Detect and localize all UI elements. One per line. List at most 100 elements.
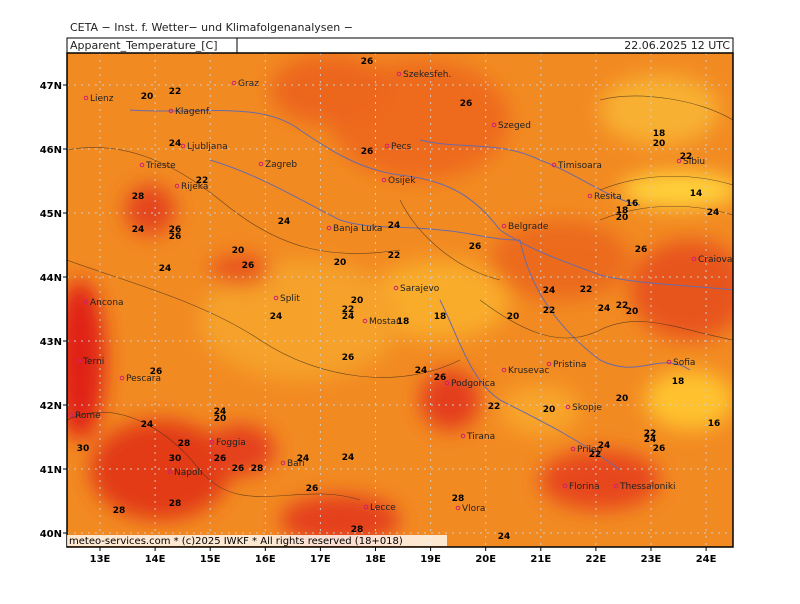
x-tick-label: 21E xyxy=(530,554,551,565)
city-marker xyxy=(231,80,237,86)
contour-label: 26 xyxy=(361,57,374,67)
city-label: Pristina xyxy=(553,360,586,370)
contour-label: 22 xyxy=(488,402,501,412)
y-tick-label: 43N xyxy=(40,337,62,348)
city-label: Tirana xyxy=(466,432,495,442)
city-label: Lecce xyxy=(370,503,396,513)
contour-label: 26 xyxy=(169,225,182,235)
x-tick-label: 18E xyxy=(365,554,386,565)
city-marker xyxy=(167,469,173,475)
city-marker xyxy=(174,183,180,189)
contour-label: 28 xyxy=(113,506,126,516)
contour-label: 16 xyxy=(626,199,639,209)
contour-label: 22 xyxy=(196,176,209,186)
x-tick-label: 16E xyxy=(255,554,276,565)
contour-label: 24 xyxy=(598,441,611,451)
contour-label: 20 xyxy=(616,213,629,223)
contour-label: 24 xyxy=(598,304,611,314)
x-tick-label: 23E xyxy=(641,554,662,565)
contour-label: 24 xyxy=(297,454,310,464)
contour-label: 28 xyxy=(452,494,465,504)
city-marker xyxy=(501,367,507,373)
city-label: Prilep xyxy=(577,445,603,455)
contour-label: 26 xyxy=(635,245,648,255)
contour-label: 24 xyxy=(214,407,227,417)
city-label: Sofia xyxy=(673,358,695,368)
y-tick-label: 41N xyxy=(40,465,62,476)
city-marker xyxy=(691,256,697,262)
city-label: Trieste xyxy=(145,161,176,171)
city-marker xyxy=(83,95,89,101)
contour-label: 26 xyxy=(306,484,319,494)
contour-label: 24 xyxy=(159,264,172,274)
city-label: Foggia xyxy=(216,438,246,448)
y-tick-label: 47N xyxy=(40,81,62,92)
x-tick-label: 20E xyxy=(475,554,496,565)
city-label: Podgorica xyxy=(451,379,495,389)
x-tick-label: 13E xyxy=(90,554,111,565)
contour-label: 26 xyxy=(653,444,666,454)
contour-label: 26 xyxy=(361,147,374,157)
contour-label: 24 xyxy=(415,366,428,376)
city-marker xyxy=(460,433,466,439)
city-label: Graz xyxy=(238,79,259,89)
city-label: Lienz xyxy=(90,94,114,104)
contour-label: 22 xyxy=(342,305,355,315)
city-marker xyxy=(209,439,215,445)
contour-label: 28 xyxy=(178,439,191,449)
city-label: Klagenf. xyxy=(175,107,211,117)
contour-label: 28 xyxy=(351,525,364,535)
contour-label: 26 xyxy=(469,242,482,252)
contour-label: 28 xyxy=(251,464,264,474)
x-tick-label: 14E xyxy=(145,554,166,565)
contour-label: 22 xyxy=(580,285,593,295)
contour-label: 26 xyxy=(460,99,473,109)
x-tick-label: 17E xyxy=(310,554,331,565)
x-tick-label: 22E xyxy=(586,554,607,565)
city-label: Florina xyxy=(569,482,600,492)
city-marker xyxy=(76,358,82,364)
title: Apparent_Temperature_[C] xyxy=(70,39,218,52)
city-label: Split xyxy=(280,294,300,304)
city-label: Craiova xyxy=(698,255,732,265)
city-marker xyxy=(273,295,279,301)
contour-label: 18 xyxy=(397,317,410,327)
city-marker xyxy=(587,193,593,199)
contour-label: 14 xyxy=(690,189,703,199)
city-marker xyxy=(666,359,672,365)
city-label: Sarajevo xyxy=(400,284,440,294)
contour-label: 26 xyxy=(150,367,163,377)
contour-label: 24 xyxy=(169,139,182,149)
city-marker xyxy=(676,158,682,164)
city-label: Ljubljana xyxy=(187,142,228,152)
contour-label: 24 xyxy=(278,217,291,227)
contour-label: 22 xyxy=(616,301,629,311)
city-label: Ancona xyxy=(90,298,124,308)
city-label: Szekesfeh. xyxy=(403,70,451,80)
city-label: Skopje xyxy=(572,403,602,413)
valid-time: 22.06.2025 12 UTC xyxy=(624,39,730,52)
field xyxy=(67,53,733,547)
city-label: Osijek xyxy=(388,176,416,186)
contour-label: 22 xyxy=(543,306,556,316)
x-tick-label: 24E xyxy=(696,554,717,565)
x-tick-label: 19E xyxy=(420,554,441,565)
y-tick-label: 42N xyxy=(40,401,62,412)
city-marker xyxy=(562,483,568,489)
contour-label: 22 xyxy=(169,87,182,97)
y-tick-label: 44N xyxy=(40,273,62,284)
contour-label: 24 xyxy=(342,312,355,322)
contour-label: 24 xyxy=(388,221,401,231)
contour-label: 22 xyxy=(388,251,401,261)
city-marker xyxy=(570,446,576,452)
contour-label: 30 xyxy=(169,454,182,464)
city-marker xyxy=(326,225,332,231)
city-label: Zagreb xyxy=(265,160,297,170)
contour-label: 20 xyxy=(232,246,245,256)
contour-label: 24 xyxy=(141,420,154,430)
contour-label: 24 xyxy=(498,532,511,542)
contour-label: 20 xyxy=(351,296,364,306)
city-marker xyxy=(68,412,74,418)
footer: meteo-services.com * (c)2025 IWKF * All … xyxy=(69,536,403,547)
